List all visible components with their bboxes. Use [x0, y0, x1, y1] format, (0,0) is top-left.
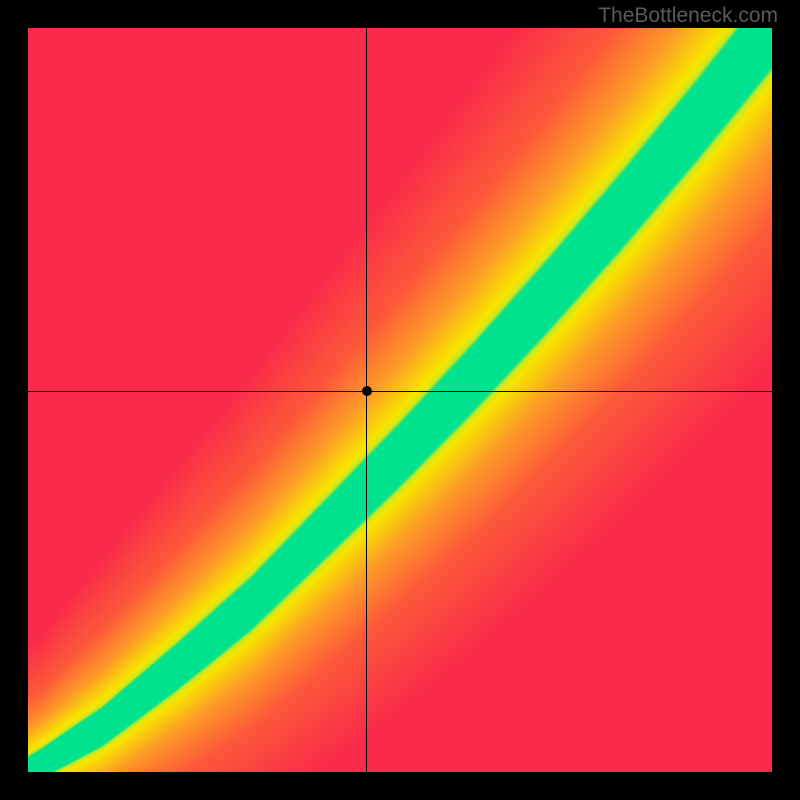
- crosshair-vertical: [366, 28, 367, 772]
- heatmap-plot: [28, 28, 772, 772]
- crosshair-marker: [362, 386, 372, 396]
- watermark-text: TheBottleneck.com: [598, 4, 778, 28]
- crosshair-horizontal: [28, 391, 772, 392]
- heatmap-canvas: [28, 28, 772, 772]
